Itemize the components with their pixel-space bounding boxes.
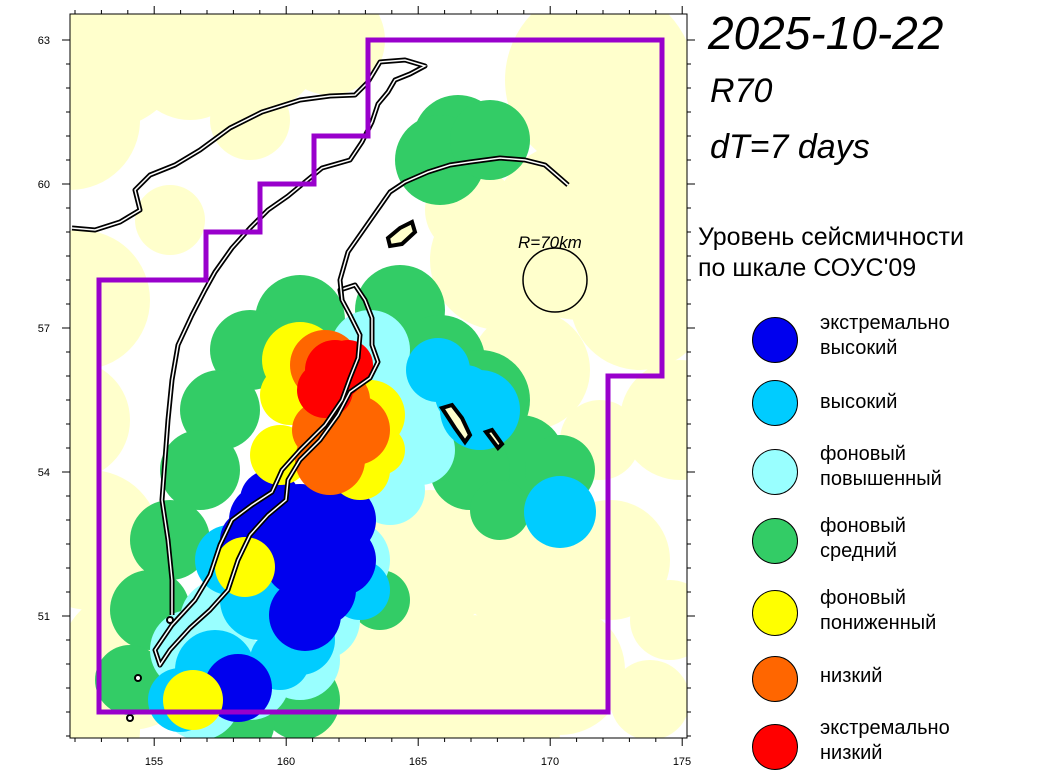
legend-item: экстремально низкий	[752, 717, 1042, 778]
seismicity-map: R=70km 155 160 165 170 175 51 54 57 60 6…	[38, 6, 695, 768]
commander-island-medny	[482, 427, 505, 452]
zone-level-background-medium	[160, 430, 240, 510]
land-area	[570, 230, 687, 370]
land-area	[630, 580, 687, 660]
y-tick-label: 60	[38, 179, 50, 191]
y-tick-label: 57	[38, 323, 50, 335]
scale-circle	[522, 247, 588, 313]
legend-item: фоновый средний	[752, 515, 1042, 578]
time-window: dT=7 days	[710, 128, 870, 166]
y-tick-label: 54	[38, 467, 50, 479]
kuril-island	[166, 616, 174, 624]
zone-level-high	[435, 365, 495, 425]
legend-item: фоновый повышенный	[752, 443, 1042, 506]
legend-label: экстремально низкий	[820, 717, 950, 764]
kamchatka-coastline-inner	[154, 284, 379, 667]
land-area	[135, 185, 205, 255]
legend-swatch	[752, 590, 798, 636]
zone-level-background-medium	[470, 480, 530, 540]
legend-item: высокий	[752, 380, 1042, 440]
legend-swatch	[752, 449, 798, 495]
y-tick-label: 51	[38, 611, 50, 623]
zone-level-extremely-high	[269, 579, 341, 651]
land-area	[610, 660, 687, 738]
y-tick-label: 63	[38, 35, 50, 47]
legend-swatch	[752, 380, 798, 426]
legend-label: экстремально высокий	[820, 312, 950, 359]
kuril-island	[134, 674, 142, 682]
land-area	[70, 230, 150, 370]
legend-label: фоновый пониженный	[820, 587, 937, 634]
map-date: 2025-10-22	[708, 7, 944, 59]
y-tick-labels: 51 54 57 60 63	[38, 35, 50, 623]
zone-level-background-low	[163, 670, 223, 730]
legend-label: высокий	[820, 391, 898, 413]
zone-boundary	[96, 37, 665, 715]
zone-level-background-medium	[95, 645, 165, 715]
legend-swatch	[752, 724, 798, 770]
legend-swatch	[752, 656, 798, 702]
legend-label: фоновый повышенный	[820, 443, 942, 490]
kuril-island	[126, 714, 134, 722]
land-area	[275, 14, 385, 95]
zone-level-high	[524, 476, 596, 548]
axis-ticks	[62, 6, 695, 746]
x-tick-label: 155	[145, 756, 163, 768]
legend-swatch	[752, 317, 798, 363]
land-area	[70, 50, 140, 190]
zone-level-background-medium	[450, 100, 530, 180]
legend-item: экстремально высокий	[752, 312, 1042, 374]
legend-label: фоновый средний	[820, 515, 906, 562]
commander-island-bering	[438, 402, 473, 446]
seismicity-zones	[95, 95, 596, 738]
legend-label: низкий	[820, 665, 883, 687]
x-tick-label: 160	[277, 756, 295, 768]
x-tick-labels: 155 160 165 170 175	[145, 756, 691, 768]
karaginsky-island	[385, 219, 418, 249]
legend-item: низкий	[752, 652, 1042, 712]
legend-swatch	[752, 518, 798, 564]
legend-title: Уровень сейсмичности по шкале СОУС'09	[698, 223, 964, 282]
x-tick-label: 170	[541, 756, 559, 768]
legend-item: фоновый пониженный	[752, 587, 1042, 650]
scale-label: R=70km	[518, 233, 582, 252]
radius-code: R70	[710, 72, 773, 110]
x-tick-label: 165	[409, 756, 427, 768]
okhotsk-coastline-inner	[71, 59, 569, 615]
x-tick-label: 175	[673, 756, 691, 768]
